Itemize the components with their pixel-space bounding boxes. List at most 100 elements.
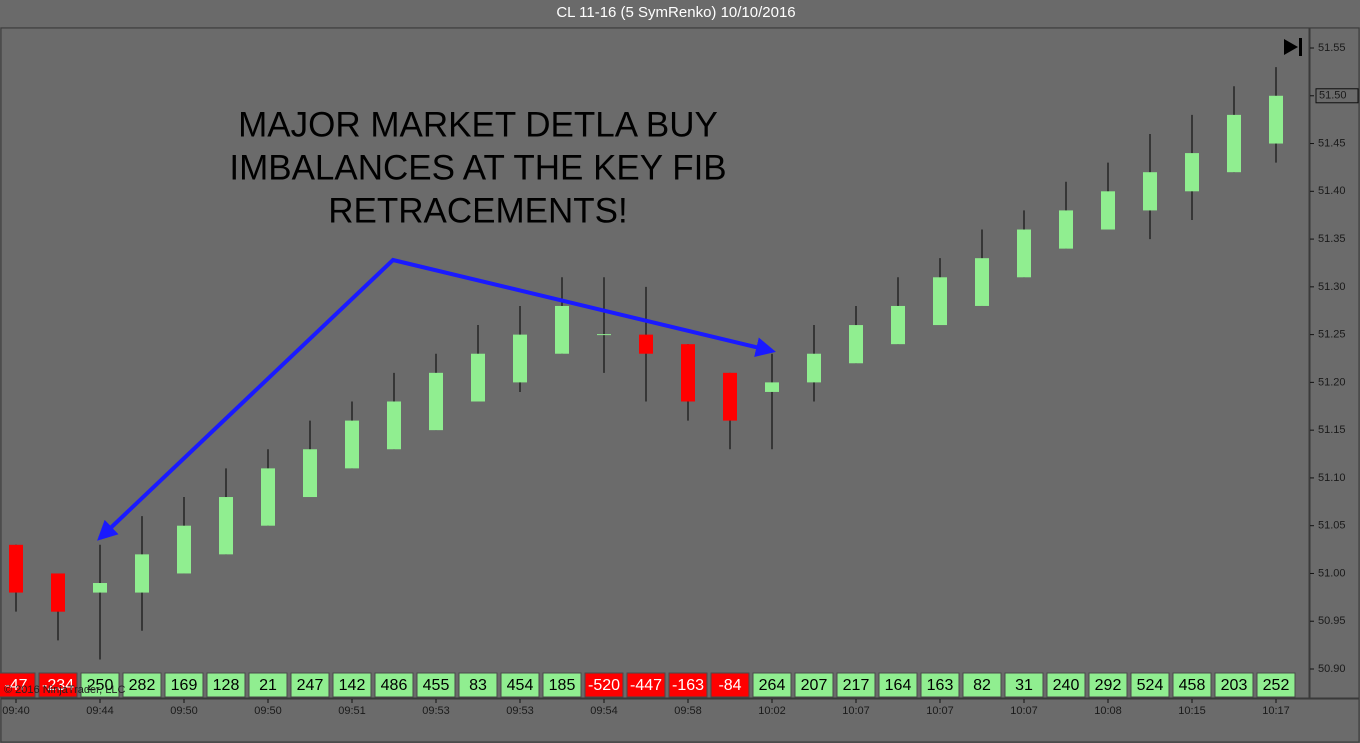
annotation-line: RETRACEMENTS! [328,191,627,230]
candle-body [219,497,233,555]
delta-label: 247 [297,677,324,694]
candle-body [9,544,23,593]
annotation-line: MAJOR MARKET DETLA BUY [238,105,718,144]
watermark: © 2016 NinjaTrader, LLC [4,684,125,696]
y-tick-label: 51.40 [1318,185,1346,197]
delta-box [668,672,708,698]
x-tick-label: 10:02 [758,705,786,717]
y-tick-label: 51.35 [1318,233,1346,245]
delta-box [38,672,78,698]
delta-box [500,672,540,698]
candle-body [429,372,443,431]
delta-box [920,672,960,698]
candle-body [1143,172,1157,211]
delta-label: 250 [87,677,114,694]
candle-body [93,583,107,593]
candle-body [261,468,275,526]
y-tick-label: 51.10 [1318,472,1346,484]
delta-label: 31 [1015,677,1033,694]
x-tick-label: 09:53 [422,705,450,717]
y-tick-label: 51.25 [1318,329,1346,341]
delta-label: 264 [759,677,786,694]
delta-box [248,672,288,698]
x-tick-label: 10:17 [1262,705,1290,717]
delta-label: 524 [1137,677,1164,694]
x-tick-label: 09:58 [674,705,702,717]
candle-body [975,258,989,306]
delta-label: 240 [1053,677,1080,694]
delta-box [1004,672,1044,698]
delta-label: -163 [672,677,704,694]
candle-body [1227,114,1241,173]
x-tick-label: 09:51 [338,705,366,717]
delta-box [626,672,666,698]
delta-label: 82 [973,677,991,694]
annotation-arrow [97,257,776,541]
delta-box [1214,672,1254,698]
y-tick-label: 50.95 [1318,615,1346,627]
candle-body [471,353,485,402]
candle-body [135,554,149,593]
x-tick-label: 10:15 [1178,705,1206,717]
y-tick-label: 51.55 [1318,42,1346,54]
delta-label: 292 [1095,677,1122,694]
y-tick-label: 50.90 [1318,663,1346,675]
delta-box [0,672,36,698]
delta-label: 454 [507,677,534,694]
delta-label: 169 [171,677,198,694]
delta-box [80,672,120,698]
candle-body [849,325,863,364]
candle-body [51,573,65,612]
go-to-end-icon[interactable] [1284,38,1302,56]
candle-body [345,420,359,469]
delta-label: 207 [801,677,828,694]
delta-box [416,672,456,698]
candle-body [933,277,947,326]
y-tick-label: 51.05 [1318,520,1346,532]
delta-box [836,672,876,698]
delta-box [164,672,204,698]
delta-label: 185 [549,677,576,694]
delta-box [1130,672,1170,698]
x-tick-label: 09:54 [590,705,618,717]
delta-box [878,672,918,698]
delta-label: 486 [381,677,408,694]
candle-body [723,372,737,421]
chart-title: CL 11-16 (5 SymRenko) 10/10/2016 [556,4,795,21]
time-axis [0,698,1360,743]
candle-body [1101,191,1115,230]
candle-body [597,334,611,336]
title-bar [0,0,1360,27]
candle-body [1017,229,1031,278]
delta-box [374,672,414,698]
delta-box [290,672,330,698]
last-price-box [1315,88,1359,104]
annotation-line: IMBALANCES AT THE KEY FIB [229,148,726,187]
delta-label: -234 [42,677,74,694]
delta-box [584,672,624,698]
candle-body [387,401,401,450]
candle-body [513,334,527,383]
delta-label: 217 [843,677,870,694]
delta-box [122,672,162,698]
y-tick-label: 51.15 [1318,424,1346,436]
candle-body [1185,153,1199,192]
delta-label: 21 [259,677,277,694]
x-tick-label: 10:07 [842,705,870,717]
candle-body [891,305,905,345]
candle-body [681,344,695,402]
delta-label: -84 [718,677,741,694]
candle-body [177,525,191,574]
candle-body [639,334,653,354]
delta-label: -47 [4,677,27,694]
candle-body [1059,210,1073,249]
x-tick-label: 10:07 [926,705,954,717]
delta-box [710,672,750,698]
delta-label: 252 [1263,677,1290,694]
x-tick-label: 09:53 [506,705,534,717]
delta-box [1256,672,1296,698]
candle-body [303,449,317,498]
delta-box [752,672,792,698]
